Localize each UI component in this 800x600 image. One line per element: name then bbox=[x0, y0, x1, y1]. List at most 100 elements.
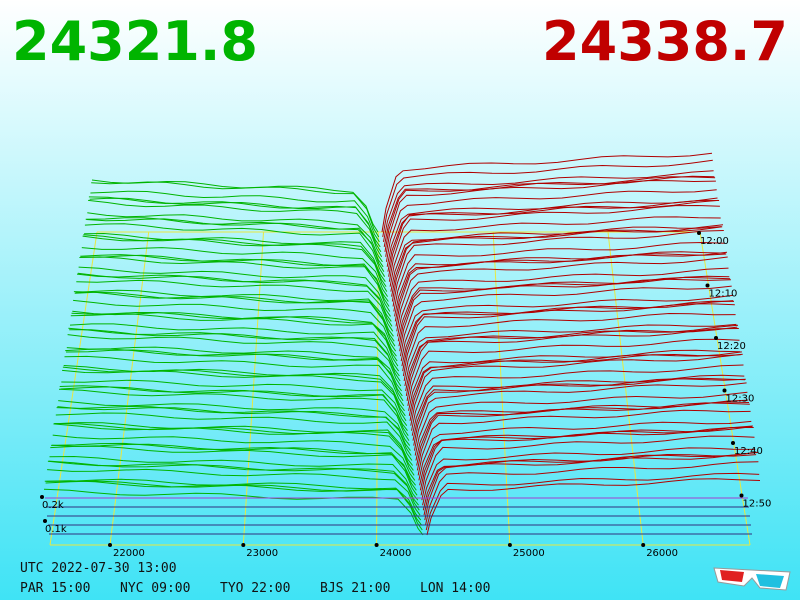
ask-depth-line bbox=[402, 303, 735, 377]
ask-depth-line bbox=[420, 427, 754, 496]
ask-depth-line bbox=[397, 267, 729, 337]
bid-depth-line bbox=[82, 235, 388, 292]
ask-depth-line bbox=[411, 364, 744, 431]
ask-depth-line bbox=[385, 189, 717, 262]
volume-tick-label: 0.2k bbox=[42, 500, 64, 511]
tick-dot bbox=[374, 543, 379, 547]
ask-depth-line bbox=[411, 374, 745, 436]
glasses-icon bbox=[713, 567, 791, 591]
bid-depth-line bbox=[87, 212, 383, 263]
bid-depth-line bbox=[49, 455, 419, 501]
bid-depth-line bbox=[65, 348, 404, 402]
ask-depth-line bbox=[406, 328, 739, 401]
ask-price: 24338.7 bbox=[542, 10, 788, 73]
time-tick-label: 12:50 bbox=[743, 499, 772, 510]
price-tick-label: 26000 bbox=[646, 548, 678, 559]
ask-depth-line bbox=[386, 197, 718, 267]
bid-depth-line bbox=[59, 385, 409, 436]
ask-depth-line bbox=[384, 176, 716, 252]
bid-depth-line bbox=[84, 223, 386, 277]
bid-depth-line bbox=[54, 422, 414, 466]
ask-depth-line bbox=[399, 285, 732, 357]
bid-depth-line bbox=[88, 199, 383, 258]
ask-depth-line bbox=[394, 251, 726, 317]
bid-depth-line bbox=[85, 217, 385, 272]
depth-surface bbox=[43, 152, 761, 536]
bid-depth-line bbox=[86, 218, 384, 268]
bid-depth-line bbox=[58, 388, 410, 441]
ask-depth-line bbox=[388, 204, 720, 282]
ask-depth-line bbox=[424, 452, 758, 521]
time-tick-label: 12:20 bbox=[717, 341, 746, 352]
ask-depth-line bbox=[393, 241, 725, 312]
tick-dot bbox=[43, 519, 47, 523]
clock: PAR 15:00 bbox=[20, 581, 90, 596]
bid-depth-line bbox=[67, 334, 402, 387]
ask-depth-line bbox=[413, 382, 747, 451]
tick-dot bbox=[739, 493, 744, 498]
bid-depth-line bbox=[53, 423, 415, 476]
ask-depth-line bbox=[407, 338, 740, 406]
bid-depth-line bbox=[47, 460, 420, 511]
price-tick-label: 25000 bbox=[513, 548, 545, 559]
price-tick-label: 22000 bbox=[113, 548, 145, 559]
bid-depth-line bbox=[47, 468, 421, 516]
ask-depth-line bbox=[421, 435, 755, 501]
ask-depth-line bbox=[388, 200, 720, 277]
ask-depth-line bbox=[403, 312, 736, 382]
bid-depth-line bbox=[51, 442, 417, 491]
bid-depth-line bbox=[44, 480, 423, 531]
ask-depth-line bbox=[400, 294, 733, 362]
ask-depth-line bbox=[422, 453, 757, 511]
bid-depth-line bbox=[73, 299, 397, 352]
ask-depth-line bbox=[425, 472, 760, 531]
clock: LON 14:00 bbox=[420, 581, 490, 596]
axis-labels: 22000 23000 24000 25000 26000 0.2k 0.1k 12:00 12… bbox=[20, 231, 771, 596]
bid-depth-line bbox=[76, 279, 394, 332]
bid-depth-line bbox=[43, 488, 424, 536]
bid-depth-line bbox=[52, 434, 416, 481]
time-tick-label: 12:00 bbox=[700, 236, 729, 247]
bid-depth-line bbox=[58, 400, 411, 446]
bid-depth-line bbox=[56, 405, 412, 456]
tick-dot bbox=[241, 543, 246, 547]
tick-dot bbox=[714, 336, 718, 340]
time-tick-label: 12:40 bbox=[734, 446, 763, 457]
tick-dot bbox=[40, 495, 44, 499]
ask-depth-line bbox=[416, 402, 750, 471]
grid-line bbox=[109, 231, 150, 546]
ask-depth-line bbox=[385, 179, 716, 257]
ask-depth-line bbox=[408, 349, 741, 411]
ask-depth-line bbox=[399, 278, 731, 352]
bid-depth-line bbox=[75, 289, 394, 337]
bid-depth-line bbox=[63, 365, 405, 412]
ask-depth-line bbox=[408, 353, 742, 416]
clock: NYC 09:00 bbox=[120, 581, 190, 596]
ask-depth-line bbox=[398, 276, 731, 347]
ask-depth-line bbox=[409, 351, 742, 421]
bid-depth-line bbox=[64, 355, 405, 407]
ask-depth-line bbox=[425, 461, 759, 526]
ask-depth-line bbox=[417, 409, 751, 476]
ask-depth-line bbox=[392, 230, 724, 307]
bid-depth-line bbox=[61, 379, 408, 426]
price-tick-label: 23000 bbox=[246, 548, 278, 559]
ask-depth-line bbox=[381, 152, 713, 233]
clock: BJS 21:00 bbox=[320, 581, 390, 596]
bid-depth-line bbox=[73, 291, 396, 347]
ask-depth-line bbox=[405, 324, 739, 396]
bid-depth-line bbox=[81, 247, 389, 297]
bid-depth-line bbox=[80, 254, 390, 307]
ask-depth-line bbox=[413, 378, 746, 446]
ask-depth-line bbox=[404, 323, 737, 387]
tick-dot bbox=[641, 543, 646, 547]
ask-depth-line bbox=[391, 224, 724, 302]
price-tick-label: 24000 bbox=[380, 548, 412, 559]
ask-depth-line bbox=[389, 216, 721, 287]
ask-depth-line bbox=[382, 159, 713, 238]
ask-depth-line bbox=[382, 170, 714, 242]
time-tick-label: 12:30 bbox=[726, 394, 755, 405]
grid-line bbox=[242, 231, 265, 546]
tick-dot bbox=[697, 231, 701, 235]
